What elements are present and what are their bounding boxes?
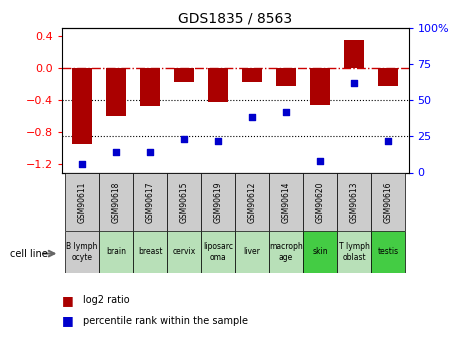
Bar (140, 68, 161, 107)
Bar (242, 68, 262, 81)
Point (350, 80, 358, 86)
Bar (106, 68, 126, 116)
Text: ■: ■ (62, 294, 74, 307)
Point (146, 149, 154, 155)
Bar (269, 231, 303, 273)
Text: brain: brain (106, 247, 126, 256)
Text: cervix: cervix (172, 247, 196, 256)
Text: GSM90620: GSM90620 (315, 181, 324, 223)
Text: liver: liver (244, 247, 261, 256)
Bar (337, 172, 371, 231)
Bar (344, 40, 364, 68)
Text: GSM90613: GSM90613 (350, 181, 359, 223)
Text: percentile rank within the sample: percentile rank within the sample (83, 316, 248, 326)
Text: GSM90618: GSM90618 (112, 181, 121, 223)
Bar (276, 68, 296, 86)
Text: GSM90619: GSM90619 (214, 181, 223, 223)
Text: GSM90617: GSM90617 (146, 181, 155, 223)
Text: GSM90611: GSM90611 (77, 181, 86, 223)
Bar (65, 172, 99, 231)
Bar (378, 68, 399, 86)
Bar (65, 231, 99, 273)
Bar (235, 172, 269, 231)
Point (316, 158, 324, 164)
Text: log2 ratio: log2 ratio (83, 295, 130, 305)
Bar (371, 172, 405, 231)
Bar (371, 231, 405, 273)
Bar (310, 68, 330, 105)
Bar (174, 68, 194, 82)
Point (248, 115, 256, 120)
Bar (167, 172, 201, 231)
Bar (208, 68, 228, 102)
Point (78, 161, 86, 167)
Text: ■: ■ (62, 314, 74, 327)
Text: breast: breast (138, 247, 162, 256)
Bar (337, 231, 371, 273)
Text: skin: skin (312, 247, 328, 256)
Bar (201, 172, 235, 231)
Bar (72, 68, 92, 144)
Bar (133, 231, 167, 273)
Point (180, 136, 188, 142)
Bar (269, 172, 303, 231)
Text: cell line: cell line (10, 249, 47, 258)
Title: GDS1835 / 8563: GDS1835 / 8563 (178, 11, 292, 25)
Text: GSM90616: GSM90616 (384, 181, 393, 223)
Point (384, 138, 392, 144)
Text: GSM90614: GSM90614 (282, 181, 291, 223)
Text: macroph
age: macroph age (269, 242, 303, 262)
Point (113, 149, 120, 155)
Text: B lymph
ocyte: B lymph ocyte (66, 242, 98, 262)
Point (282, 109, 290, 115)
Text: GSM90615: GSM90615 (180, 181, 189, 223)
Text: liposarc
oma: liposarc oma (203, 242, 233, 262)
Text: testis: testis (378, 247, 399, 256)
Bar (133, 172, 167, 231)
Bar (201, 231, 235, 273)
Bar (235, 231, 269, 273)
Text: T lymph
oblast: T lymph oblast (339, 242, 370, 262)
Bar (303, 172, 337, 231)
Bar (99, 231, 133, 273)
Bar (167, 231, 201, 273)
Bar (99, 172, 133, 231)
Text: GSM90612: GSM90612 (247, 181, 257, 223)
Point (214, 138, 222, 144)
Bar (303, 231, 337, 273)
